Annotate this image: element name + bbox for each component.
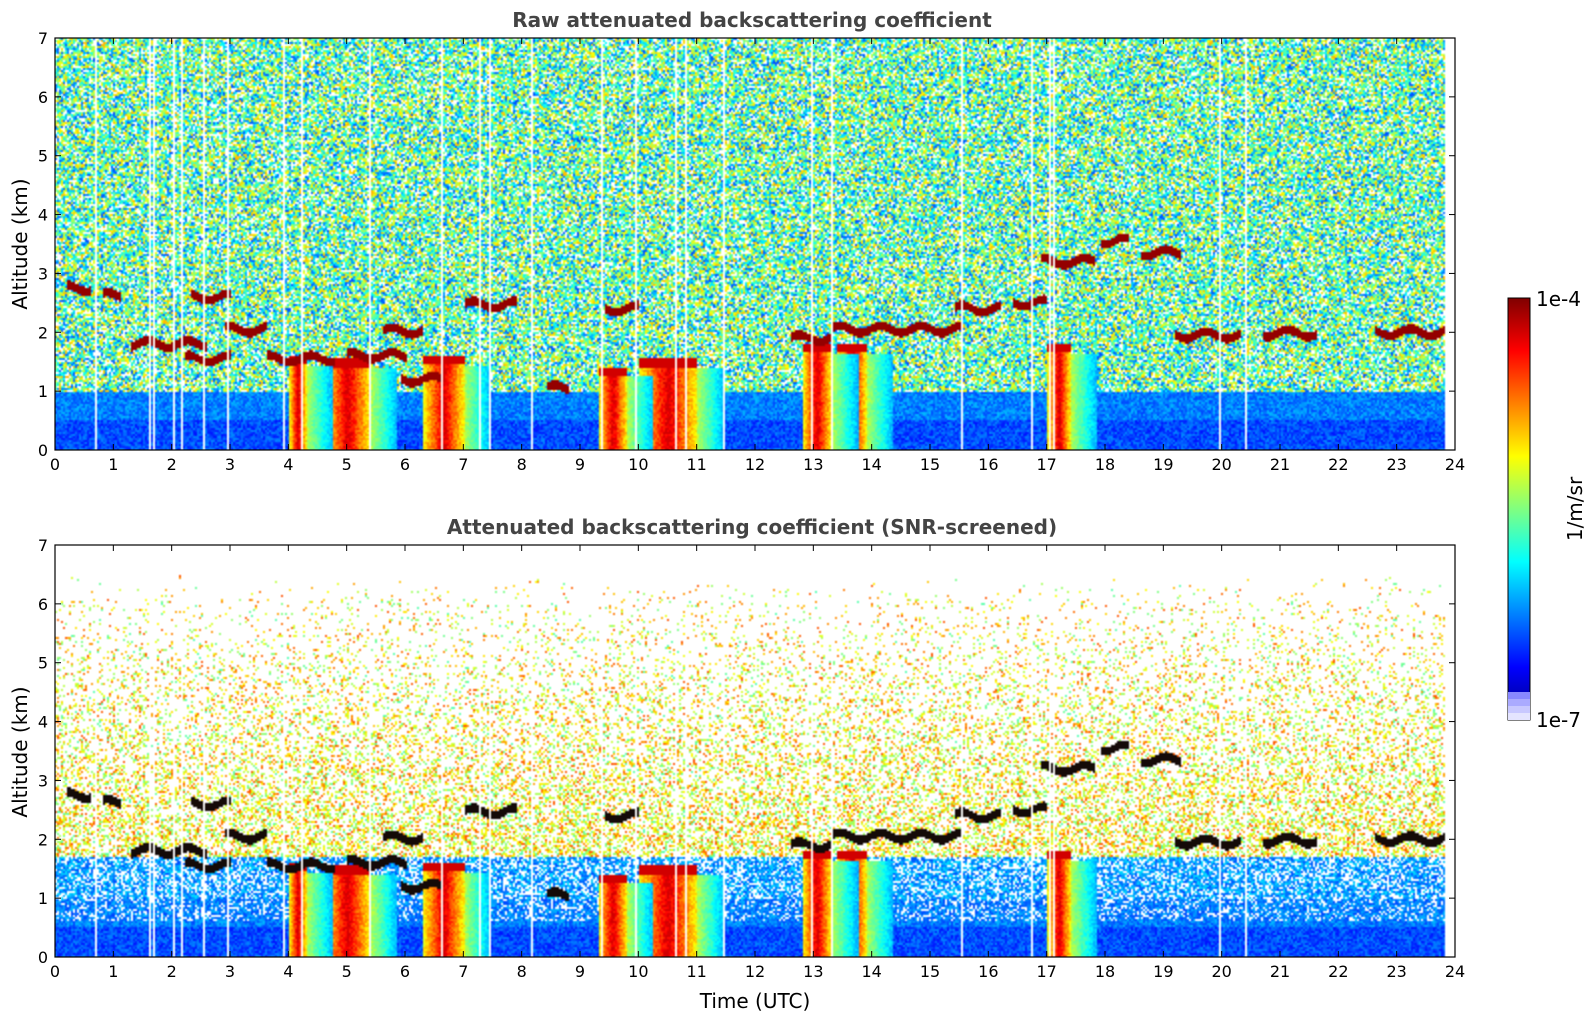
x-tick-label: 12 <box>745 455 765 474</box>
x-tick-label: 23 <box>1386 455 1406 474</box>
x-tick-label: 13 <box>803 962 823 981</box>
time-axis-label: Time (UTC) <box>699 989 811 1013</box>
x-tick-label: 20 <box>1211 962 1231 981</box>
y-tick-label: 1 <box>38 382 48 401</box>
x-tick-label: 4 <box>283 962 293 981</box>
raw-panel-ticks: 0 1 2 3 4 5 6 7 8 9 10 11 12 13 14 15 16 17 18 19 20 21 22 23 24… <box>38 29 1465 474</box>
screened-panel-ylabel: Altitude (km) <box>8 686 32 817</box>
y-tick-label: 2 <box>38 830 48 849</box>
x-tick-label: 7 <box>458 455 468 474</box>
x-tick-label: 18 <box>1095 962 1115 981</box>
x-tick-label: 17 <box>1036 962 1056 981</box>
y-tick-label: 3 <box>38 771 48 790</box>
raw-backscatter-heatmap <box>55 38 1455 450</box>
y-tick-label: 3 <box>38 264 48 283</box>
x-tick-label: 17 <box>1036 455 1056 474</box>
x-tick-label: 9 <box>575 962 585 981</box>
x-tick-label: 11 <box>686 962 706 981</box>
y-tick-label: 6 <box>38 595 48 614</box>
y-tick-label: 7 <box>38 29 48 48</box>
x-tick-label: 21 <box>1270 455 1290 474</box>
colorbar: 1e-4 1e-7 1/m/sr <box>1507 287 1587 732</box>
x-tick-label: 15 <box>920 455 940 474</box>
x-tick-label: 1 <box>108 962 118 981</box>
x-tick-label: 12 <box>745 962 765 981</box>
y-tick-label: 0 <box>38 948 48 967</box>
x-tick-label: 3 <box>225 455 235 474</box>
x-tick-label: 6 <box>400 962 410 981</box>
colorbar-gradient <box>1507 297 1531 721</box>
x-tick-label: 7 <box>458 962 468 981</box>
colorbar-step <box>1508 692 1530 699</box>
colorbar-step <box>1508 699 1530 706</box>
x-tick-label: 19 <box>1153 455 1173 474</box>
y-tick-label: 0 <box>38 441 48 460</box>
screened-panel-ticks: 0 1 2 3 4 5 6 7 8 9 10 11 12 13 14 15 16 17 18 19 20 21 22 23 24… <box>38 536 1465 981</box>
colorbar-min-label: 1e-7 <box>1536 708 1581 732</box>
x-tick-label: 2 <box>167 455 177 474</box>
x-tick-label: 23 <box>1386 962 1406 981</box>
x-tick-label: 1 <box>108 455 118 474</box>
x-tick-label: 14 <box>861 962 881 981</box>
x-tick-label: 0 <box>50 962 60 981</box>
x-tick-label: 3 <box>225 962 235 981</box>
x-tick-label: 14 <box>861 455 881 474</box>
x-tick-label: 15 <box>920 962 940 981</box>
screened-backscatter-heatmap <box>55 545 1455 957</box>
x-tick-label: 16 <box>978 962 998 981</box>
y-tick-label: 4 <box>38 713 48 732</box>
colorbar-low-steps <box>1508 692 1530 720</box>
x-tick-label: 18 <box>1095 455 1115 474</box>
x-tick-label: 13 <box>803 455 823 474</box>
y-tick-label: 5 <box>38 147 48 166</box>
screened-panel-title: Attenuated backscattering coefficient (S… <box>447 515 1057 539</box>
colorbar-step <box>1508 713 1530 720</box>
x-tick-label: 24 <box>1445 962 1465 981</box>
x-tick-label: 16 <box>978 455 998 474</box>
x-tick-label: 10 <box>628 962 648 981</box>
x-tick-label: 19 <box>1153 962 1173 981</box>
y-tick-label: 4 <box>38 206 48 225</box>
colorbar-max-label: 1e-4 <box>1536 287 1581 311</box>
raw-panel-ylabel: Altitude (km) <box>8 178 32 309</box>
x-tick-label: 20 <box>1211 455 1231 474</box>
x-tick-label: 4 <box>283 455 293 474</box>
raw-backscatter-panel: Raw attenuated backscattering coefficien… <box>8 8 1465 474</box>
x-tick-label: 9 <box>575 455 585 474</box>
y-tick-label: 2 <box>38 323 48 342</box>
y-tick-label: 1 <box>38 889 48 908</box>
x-tick-label: 8 <box>517 455 527 474</box>
x-tick-label: 10 <box>628 455 648 474</box>
x-tick-label: 21 <box>1270 962 1290 981</box>
x-tick-label: 22 <box>1328 455 1348 474</box>
y-tick-label: 5 <box>38 654 48 673</box>
x-tick-label: 11 <box>686 455 706 474</box>
x-tick-label: 8 <box>517 962 527 981</box>
screened-backscatter-panel: Attenuated backscattering coefficient (S… <box>8 515 1465 1013</box>
x-tick-label: 5 <box>342 962 352 981</box>
x-tick-label: 24 <box>1445 455 1465 474</box>
y-tick-label: 7 <box>38 536 48 555</box>
x-tick-label: 6 <box>400 455 410 474</box>
y-tick-label: 6 <box>38 88 48 107</box>
raw-panel-title: Raw attenuated backscattering coefficien… <box>512 8 992 32</box>
x-tick-label: 22 <box>1328 962 1348 981</box>
colorbar-step <box>1508 706 1530 713</box>
x-tick-label: 2 <box>167 962 177 981</box>
x-tick-label: 5 <box>342 455 352 474</box>
colorbar-unit-label: 1/m/sr <box>1563 476 1587 541</box>
x-tick-label: 0 <box>50 455 60 474</box>
